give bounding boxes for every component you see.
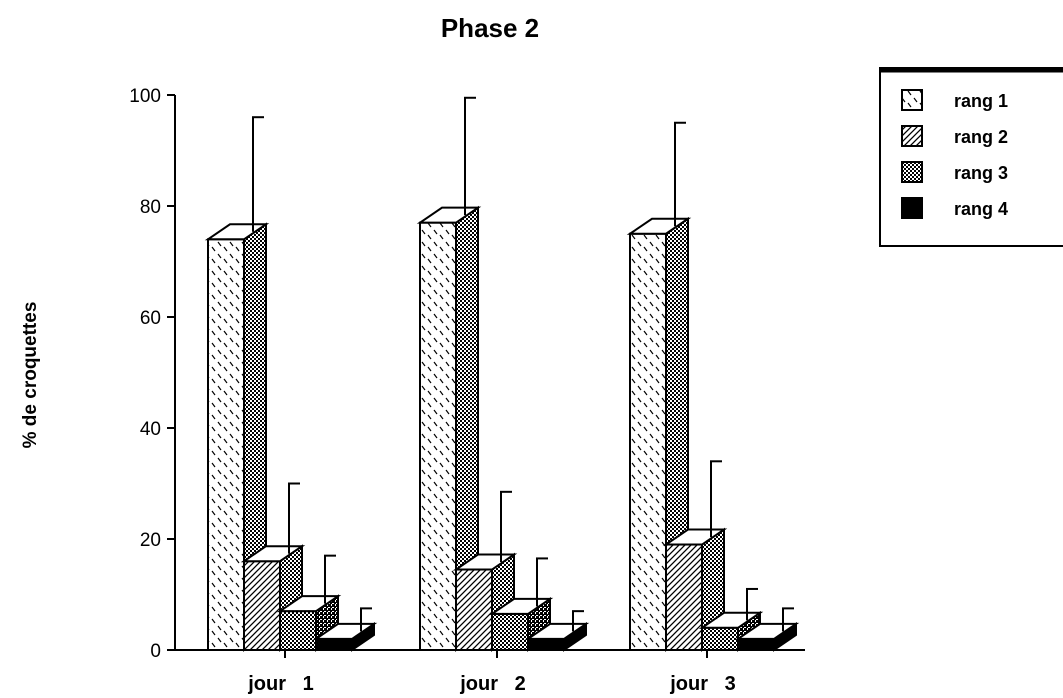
y-axis-label: % de croquettes [20, 302, 41, 449]
bar-top [312, 622, 378, 640]
bar-top [240, 545, 306, 563]
legend-label: rang 4 [954, 199, 1008, 219]
bar [312, 607, 378, 652]
y-tick-label: 40 [140, 419, 161, 440]
bar-top [488, 597, 554, 615]
error-bar [360, 607, 372, 632]
bar-top [626, 217, 692, 235]
bar-top [416, 206, 482, 224]
error-bar [324, 554, 336, 604]
bar-front [491, 612, 529, 651]
y-tick-label: 80 [140, 197, 161, 218]
error-bar [674, 121, 686, 227]
bar-front [279, 610, 317, 652]
error-bar [746, 587, 758, 621]
bar-front [737, 637, 775, 652]
bar-group [416, 96, 590, 652]
bar [524, 610, 590, 652]
legend-item: rang 3 [901, 161, 1008, 183]
bar-front [629, 232, 667, 651]
y-tick-label: 20 [140, 530, 161, 551]
legend-item: rang 1 [901, 89, 1008, 111]
bar-top [698, 611, 764, 629]
legend-item: rang 4 [901, 197, 1008, 219]
bar-front [527, 637, 565, 652]
legend-label: rang 2 [954, 127, 1008, 147]
error-bar [710, 460, 722, 538]
error-bar [464, 96, 476, 216]
y-tick-label: 0 [150, 641, 161, 662]
bar-front [315, 637, 353, 652]
y-tick-label: 100 [129, 86, 161, 107]
bar-group [204, 116, 378, 652]
bar-front [207, 238, 245, 652]
bar-top [524, 622, 590, 640]
bar [204, 116, 270, 652]
y-tick-label: 60 [140, 308, 161, 329]
error-bar [252, 116, 264, 232]
bar-top [734, 622, 800, 640]
legend-label: rang 1 [954, 91, 1008, 111]
x-tick-label: jour 2 [459, 673, 526, 695]
bar-top [276, 595, 342, 613]
bar-front [243, 560, 281, 652]
x-tick-label: jour 1 [247, 673, 314, 695]
bar [734, 607, 800, 652]
legend-label: rang 3 [954, 163, 1008, 183]
error-bar [572, 610, 584, 632]
bar-group [626, 121, 800, 652]
legend-swatch [901, 197, 923, 219]
bar-front [665, 543, 703, 651]
bar [416, 96, 482, 652]
legend-swatch [901, 89, 923, 111]
x-tick-label: jour 3 [669, 673, 736, 695]
legend: rang 1 rang 2 rang 3 rang 4 [879, 67, 1063, 247]
legend-swatch [901, 161, 923, 183]
bar-front [419, 221, 457, 651]
legend-swatch [901, 125, 923, 147]
bars [204, 96, 800, 652]
error-bar [500, 490, 512, 563]
chart-title: Phase 2 [441, 13, 539, 43]
error-bar [536, 557, 548, 607]
bar-front [701, 626, 739, 651]
bar-top [452, 553, 518, 571]
bar-front [455, 568, 493, 652]
legend-item: rang 2 [901, 125, 1008, 147]
error-bar [782, 607, 794, 632]
bar-top [662, 528, 728, 546]
error-bar [288, 482, 300, 554]
bar-top [204, 223, 270, 241]
